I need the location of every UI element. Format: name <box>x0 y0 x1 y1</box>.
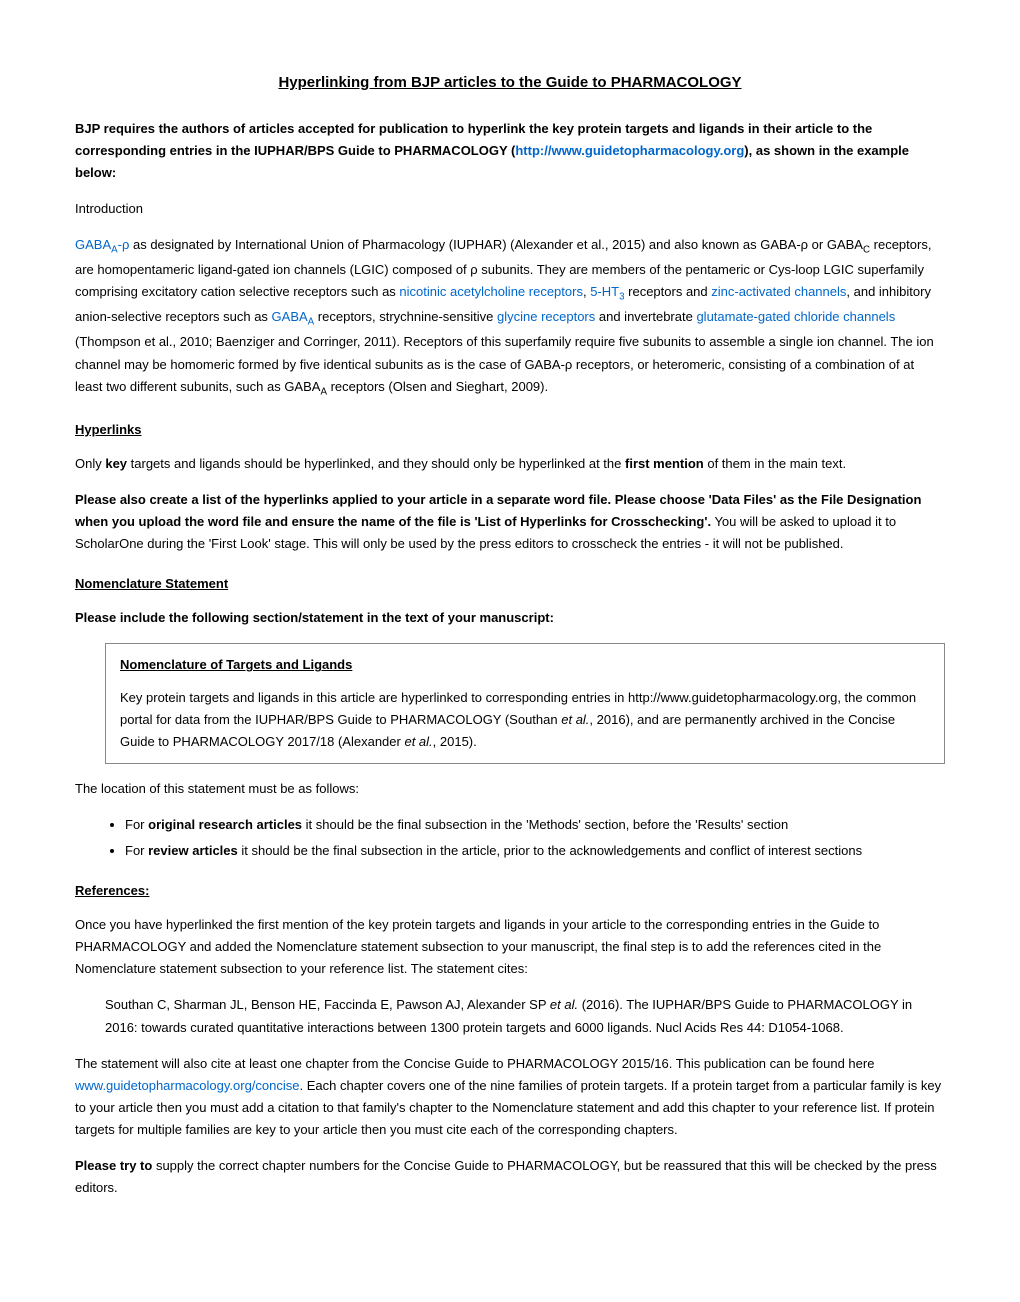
text-segment: supply the correct chapter numbers for t… <box>75 1158 937 1195</box>
text-segment: targets and ligands should be hyperlinke… <box>127 456 625 471</box>
example-paragraph: GABAA-ρ as designated by International U… <box>75 234 945 401</box>
text-segment: receptors, strychnine-sensitive <box>314 309 497 324</box>
link-text-suffix: -ρ <box>118 237 130 252</box>
list-item: For original research articles it should… <box>125 814 945 836</box>
zinc-channels-link[interactable]: zinc-activated channels <box>711 284 846 299</box>
bullet-bold: review articles <box>148 843 238 858</box>
gaba-a-rho-link[interactable]: GABAA-ρ <box>75 237 129 252</box>
text-segment: , 2015). <box>433 734 477 749</box>
box-title: Nomenclature of Targets and Ligands <box>120 654 930 676</box>
bullet-bold: original research articles <box>148 817 302 832</box>
text-segment: as designated by International Union of … <box>129 237 863 252</box>
link-text: GABA <box>75 237 111 252</box>
page-title: Hyperlinking from BJP articles to the Gu… <box>75 70 945 96</box>
text-segment: it should be the final subsection in the… <box>302 817 788 832</box>
link-text: 5-HT <box>590 284 619 299</box>
text-segment: The statement will also cite at least on… <box>75 1056 874 1071</box>
introduction-label: Introduction <box>75 198 945 220</box>
glycine-link[interactable]: glycine receptors <box>497 309 595 324</box>
etal-italic: et al. <box>550 997 578 1012</box>
location-list: For original research articles it should… <box>105 814 945 862</box>
text-segment: Only <box>75 456 105 471</box>
references-header: References: <box>75 880 945 902</box>
text-segment: For <box>125 817 148 832</box>
nomenclature-box: Nomenclature of Targets and Ligands Key … <box>105 643 945 763</box>
sub-c: C <box>863 244 870 255</box>
box-paragraph: Key protein targets and ligands in this … <box>120 687 930 753</box>
text-segment: For <box>125 843 148 858</box>
intro-url-link[interactable]: http://www.guidetopharmacology.org <box>515 143 744 158</box>
link-text: GABA <box>272 309 308 324</box>
glutamate-link[interactable]: glutamate-gated chloride channels <box>696 309 895 324</box>
concise-guide-link[interactable]: www.guidetopharmacology.org/concise <box>75 1078 300 1093</box>
text-segment: receptors and <box>625 284 712 299</box>
intro-paragraph: BJP requires the authors of articles acc… <box>75 118 945 184</box>
location-intro: The location of this statement must be a… <box>75 778 945 800</box>
text-segment: it should be the final subsection in the… <box>238 843 862 858</box>
5ht3-link[interactable]: 5-HT3 <box>590 284 624 299</box>
text-segment: and invertebrate <box>595 309 696 324</box>
please-try-bold: Please try to <box>75 1158 152 1173</box>
nomenclature-intro: Please include the following section/sta… <box>75 607 945 629</box>
text-segment: of them in the main text. <box>704 456 846 471</box>
hyperlinks-p2: Please also create a list of the hyperli… <box>75 489 945 555</box>
references-p2: The statement will also cite at least on… <box>75 1053 945 1141</box>
references-p1: Once you have hyperlinked the first ment… <box>75 914 945 980</box>
reference-citation: Southan C, Sharman JL, Benson HE, Faccin… <box>105 994 945 1038</box>
hyperlinks-p1: Only key targets and ligands should be h… <box>75 453 945 475</box>
references-p3: Please try to supply the correct chapter… <box>75 1155 945 1199</box>
list-item: For review articles it should be the fin… <box>125 840 945 862</box>
text-segment: receptors (Olsen and Sieghart, 2009). <box>327 379 548 394</box>
etal-italic: et al. <box>561 712 589 727</box>
gaba-a-link[interactable]: GABAA <box>272 309 315 324</box>
nicotinic-link[interactable]: nicotinic acetylcholine receptors <box>399 284 583 299</box>
hyperlinks-header: Hyperlinks <box>75 419 945 441</box>
text-segment: Southan C, Sharman JL, Benson HE, Faccin… <box>105 997 550 1012</box>
etal-italic: et al. <box>404 734 432 749</box>
key-bold: key <box>105 456 127 471</box>
nomenclature-header: Nomenclature Statement <box>75 573 945 595</box>
first-mention-bold: first mention <box>625 456 704 471</box>
